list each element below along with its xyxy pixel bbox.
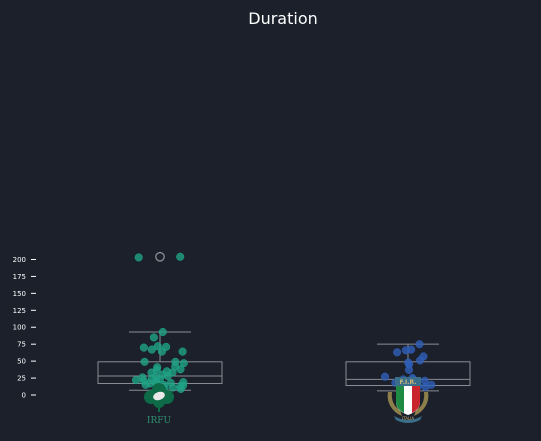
- y-tick-label: 175: [13, 273, 26, 281]
- data-point: [157, 347, 166, 356]
- data-point: [421, 382, 430, 391]
- data-point: [176, 365, 185, 374]
- data-point: [139, 343, 148, 352]
- data-point: [131, 376, 141, 385]
- chart-title: Duration: [248, 9, 318, 28]
- fir-logo-subtext: ITALIA: [402, 416, 414, 421]
- irfu-logo-text: IRFU: [147, 416, 172, 426]
- data-point: [176, 252, 185, 261]
- y-tick-label: 25: [17, 375, 26, 383]
- data-point: [416, 356, 425, 365]
- fir-italy-shield-logo: F.I.R. ITALIA: [387, 377, 429, 423]
- data-point: [141, 380, 150, 389]
- data-point: [178, 347, 187, 356]
- y-tick-label: 100: [13, 324, 26, 332]
- data-point: [147, 345, 156, 354]
- data-point: [149, 333, 158, 342]
- y-tick-label: 200: [13, 256, 26, 264]
- data-point: [393, 348, 402, 357]
- data-point: [404, 365, 414, 374]
- data-point: [415, 340, 424, 349]
- data-point: [158, 327, 167, 337]
- data-point: [168, 383, 177, 392]
- y-tick-label: 150: [13, 290, 26, 298]
- irfu-shamrock-logo: IRFU: [144, 383, 174, 426]
- data-point: [380, 372, 390, 381]
- fir-logo-text: F.I.R.: [399, 379, 416, 386]
- y-axis: 0 25 50 75 100 125 150 175 200: [13, 256, 36, 400]
- data-point: [163, 371, 172, 381]
- outlier-marker: [155, 251, 165, 262]
- y-tick-label: 50: [17, 358, 26, 366]
- data-point: [140, 357, 149, 366]
- y-tick-label: 75: [17, 341, 26, 349]
- data-point: [134, 253, 143, 262]
- data-point: [176, 384, 185, 393]
- y-tick-label: 125: [13, 307, 26, 315]
- data-point: [401, 346, 410, 355]
- y-tick-label: 0: [22, 392, 26, 400]
